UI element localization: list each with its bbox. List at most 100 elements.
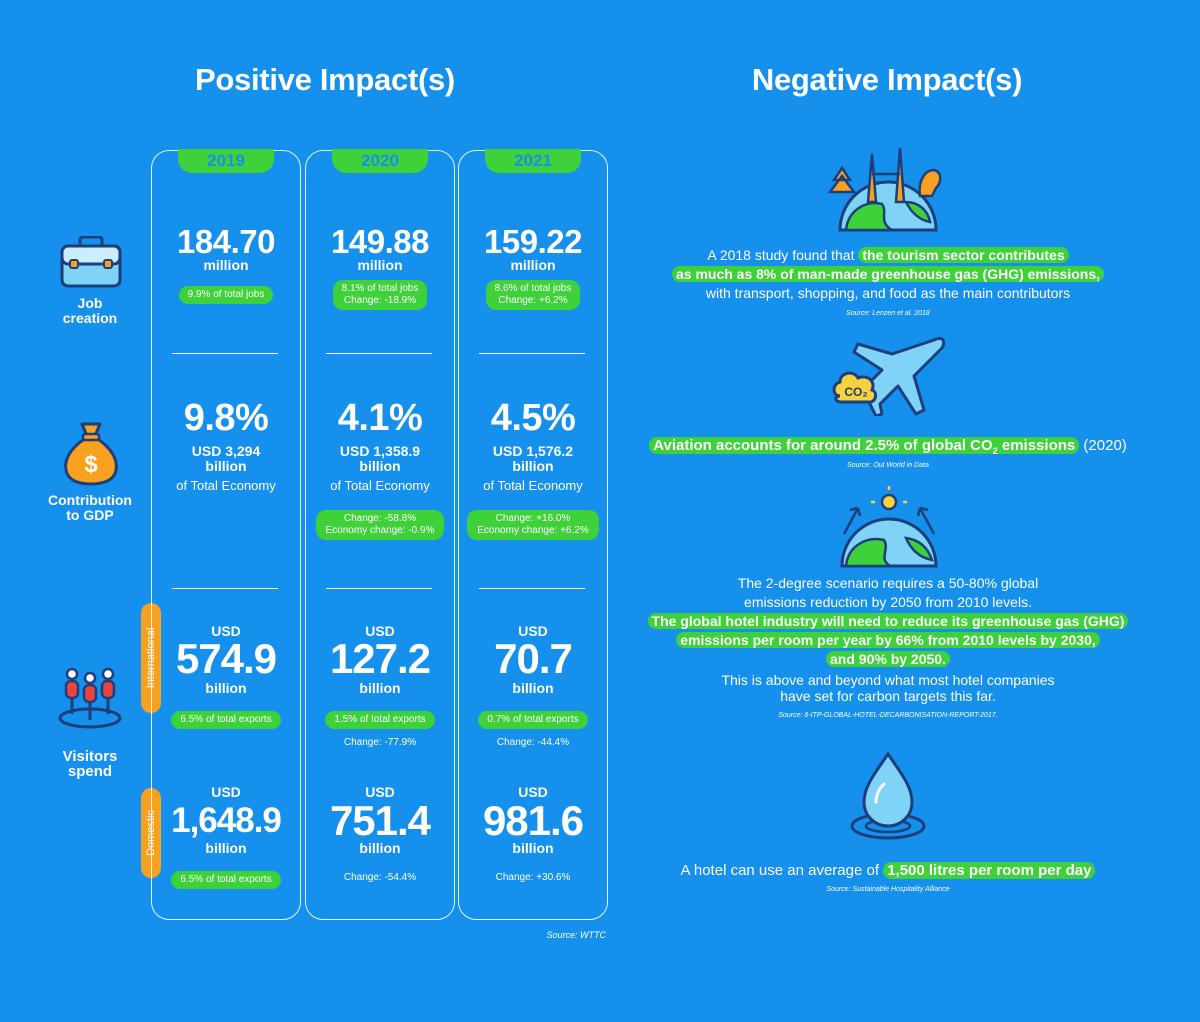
source-wttc: Source: WTTC [546,930,606,940]
aviation-post: (2020) [1079,437,1127,454]
gdp-usd: USD 1,576.2 [492,443,574,459]
gdp-percent: 4.1% [337,397,423,439]
dom-unit: billion [205,840,247,856]
intl-change: Change: -44.4% [496,737,570,748]
jobs-unit: million [510,257,556,273]
ghg-highlight-1: the tourism sector contributes [858,247,1069,263]
hotel-text-2: This is above and beyond what most hotel… [630,672,1146,704]
intl-value: 70.7 [494,635,573,682]
airplane-co2-icon: CO₂ [832,336,946,416]
dom-pill-wrap: 6.5% of total exports [152,869,300,889]
ghg-highlight-2: as much as 8% of man-made greenhouse gas… [671,266,1104,282]
intl-pill-wrap: 0.7% of total exports [459,709,607,729]
gdp-unit: billion [512,458,554,474]
intl-unit: billion [359,680,401,696]
gdp-of-total: of Total Economy [483,478,583,493]
hotel-highlight-2: emissions per room per year by 66% from … [676,632,1100,648]
economy-change-text: Economy change: +6.2% [477,525,589,536]
jobs-pill-wrap: 8.1% of total jobs Change: -18.9% [306,280,454,310]
dom-value: 1,648.9 [171,801,282,840]
aviation-highlight: Aviation accounts for around 2.5% of glo… [649,437,1080,456]
jobs-unit: million [203,257,249,273]
intl-pill-wrap: 1.5% of total exports [306,709,454,729]
jobs-value: 184.70 [177,223,275,260]
year-column-2021: 2021 159.22 million 8.6% of total jobs Ch… [458,149,608,920]
gdp-pill-wrap: Change: -58.8% Economy change: -0.9% [306,510,454,540]
ghg-source: Source: Lenzen et al. 2018 [846,310,930,317]
economy-change-text: Economy change: -0.9% [325,525,435,536]
water-pre: A hotel can use an average of [680,862,884,879]
jobs-value: 159.22 [484,223,582,260]
jobs-change-text: Change: -18.9% [343,295,417,306]
dom-change: Change: -54.4% [343,872,417,883]
year-column-2019: 2019 184.70 million 9.9% of total jobs 9… [151,149,301,920]
hotel-line-3: This is above and beyond what most hotel… [721,672,1055,688]
year-column-2020: 2020 149.88 million 8.1% of total jobs Ch… [305,149,455,920]
dom-usd: USD [365,784,395,800]
dom-usd: USD [518,784,548,800]
negative-impacts-title: Negative Impact(s) [751,62,1023,97]
dom-exports-pill: 6.5% of total exports [171,871,281,889]
gdp-unit: billion [359,458,401,474]
water-text: A hotel can use an average of 1,500 litr… [630,861,1146,880]
job-creation-label: Job creation [62,295,118,326]
ghg-post: with transport, shopping, and food as th… [705,285,1071,301]
aviation-hl-post: emissions [997,437,1076,454]
hotel-highlight-1: The global hotel industry will need to r… [647,613,1129,629]
gdp-change-text: Change: +16.0% [495,513,571,524]
hotel-highlight-3: and 90% by 2050. [826,651,950,667]
landmarks-globe-icon [827,147,942,232]
divider [479,353,585,354]
water-highlight: 1,500 litres per room per day [883,862,1096,879]
gdp-pill-wrap: Change: +16.0% Economy change: +6.2% [459,510,607,540]
hotel-text: The 2-degree scenario requires a 50-80% … [630,574,1146,669]
dom-unit: billion [359,840,401,856]
money-bag-icon: $ [64,422,118,486]
dom-change: Change: +30.6% [495,872,571,883]
year-tab: 2019 [178,149,274,173]
intl-usd: USD [518,623,548,639]
gdp-change-text: Change: -58.8% [343,513,417,524]
dom-value: 751.4 [329,797,431,844]
jobs-unit: million [357,257,403,273]
dom-unit: billion [512,840,554,856]
jobs-value: 149.88 [331,223,429,260]
positive-impacts-title: Positive Impact(s) [195,62,455,97]
intl-exports-pill: 6.5% of total exports [171,711,281,729]
hotel-line-1: The 2-degree scenario requires a 50-80% … [737,575,1039,591]
water-drop-icon [850,751,926,840]
intl-unit: billion [512,680,554,696]
year-tab: 2021 [485,149,581,173]
divider [172,588,278,589]
visitors-spend-label: Visitors spend [62,748,118,780]
jobs-share-text: 8.6% of total jobs [494,283,572,294]
intl-pill-wrap: 6.5% of total exports [152,709,300,729]
jobs-share-text: 8.1% of total jobs [341,283,419,294]
intl-unit: billion [205,680,247,696]
jobs-pill-wrap: 9.9% of total jobs [152,284,300,304]
hotel-line-2: emissions reduction by 2050 from 2010 le… [744,594,1032,610]
globe-sun-icon [840,486,938,568]
gdp-percent: 9.8% [183,397,269,439]
hotel-source: Source: 6-ITP-GLOBAL-HOTEL-DECARBONISATI… [778,712,998,719]
intl-usd: USD [365,623,395,639]
aviation-sub: 2 [992,446,998,456]
gdp-usd: USD 1,358.9 [339,443,421,459]
jobs-change-text: Change: +6.2% [498,295,568,306]
aviation-source: Source: Out World in Data [847,462,929,469]
divider [326,353,432,354]
gdp-of-total: of Total Economy [176,478,276,493]
visitors-icon [58,667,122,729]
contribution-to-gdp-label: Contribution to GDP [48,492,132,523]
jobs-share-pill: 9.9% of total jobs [178,286,274,304]
intl-usd: USD [211,623,241,639]
aviation-hl-pre: Aviation accounts for around 2.5% of glo… [653,437,993,454]
gdp-of-total: of Total Economy [330,478,430,493]
hotel-line-4: have set for carbon targets this far. [780,688,996,704]
year-tab: 2020 [332,149,428,173]
intl-value: 574.9 [175,635,277,682]
aviation-text: Aviation accounts for around 2.5% of glo… [630,436,1146,461]
gdp-usd: USD 3,294 [191,443,261,459]
intl-exports-pill: 0.7% of total exports [478,711,588,729]
jobs-share-pill: 8.6% of total jobs Change: +6.2% [485,280,581,310]
